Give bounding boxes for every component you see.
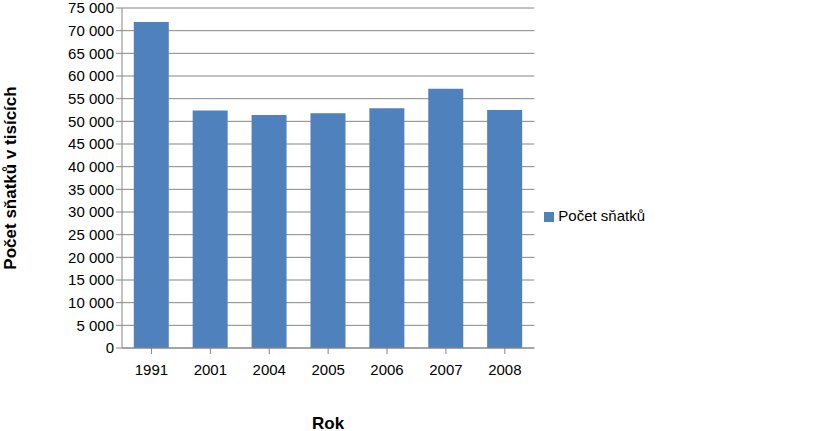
html-text:Počet sňatků: Počet sňatků [558,207,645,224]
svg-text:2007: 2007 [429,361,462,378]
svg-text:0: 0 [106,339,114,356]
svg-text:25 000: 25 000 [68,226,114,243]
svg-text:Rok: Rok [312,414,345,431]
svg-text:2008: 2008 [488,361,521,378]
svg-text:75 000: 75 000 [68,0,114,16]
svg-text:55 000: 55 000 [68,90,114,107]
svg-text:40 000: 40 000 [68,158,114,175]
svg-text:Počet sňatků v tisících: Počet sňatků v tisících [8,86,20,269]
svg-text:2001: 2001 [194,361,227,378]
svg-text:45 000: 45 000 [68,135,114,152]
svg-text:1991: 1991 [135,361,168,378]
svg-text:20 000: 20 000 [68,249,114,266]
svg-text:2004: 2004 [253,361,286,378]
svg-text:65 000: 65 000 [68,45,114,62]
svg-text:60 000: 60 000 [68,67,114,84]
svg-text:10 000: 10 000 [68,294,114,311]
svg-text:35 000: 35 000 [68,181,114,198]
svg-text:5 000: 5 000 [76,317,114,334]
svg-text:2005: 2005 [311,361,344,378]
svg-text:30 000: 30 000 [68,203,114,220]
svg-text:15 000: 15 000 [68,271,114,288]
svg-text:50 000: 50 000 [68,113,114,130]
svg-text:2006: 2006 [370,361,403,378]
svg-text:70 000: 70 000 [68,22,114,39]
